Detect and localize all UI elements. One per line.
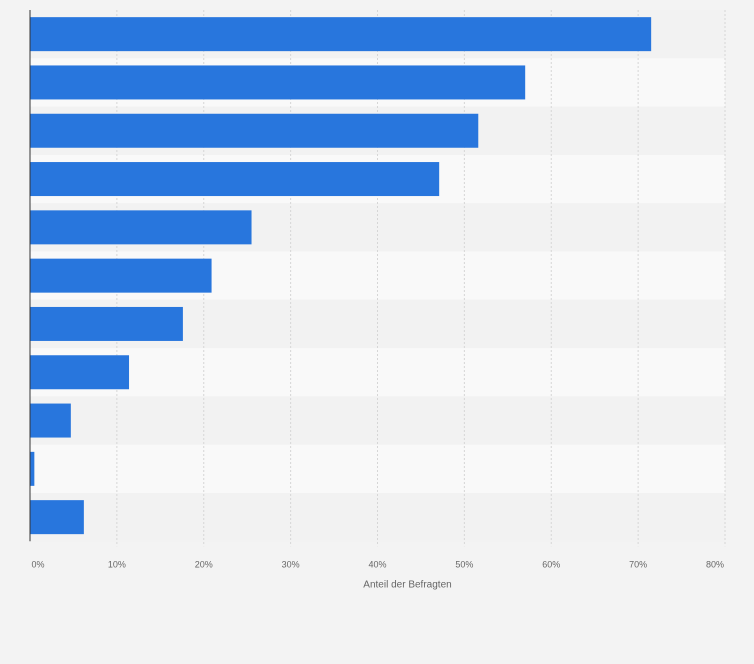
- x-tick-label: 0%: [31, 559, 44, 569]
- bar[interactable]: [30, 306, 183, 341]
- row-band: [30, 348, 725, 397]
- x-tick-label: 10%: [108, 559, 126, 569]
- bar[interactable]: [30, 258, 212, 293]
- bar[interactable]: [30, 17, 652, 52]
- bar[interactable]: [30, 500, 84, 535]
- x-tick-label: 70%: [629, 559, 647, 569]
- bar[interactable]: [30, 451, 35, 486]
- x-tick-label: 80%: [706, 559, 724, 569]
- x-axis-label: Anteil der Befragten: [363, 579, 451, 590]
- bars-group: [30, 17, 652, 535]
- bar[interactable]: [30, 210, 252, 245]
- bar[interactable]: [30, 403, 71, 438]
- row-band: [30, 396, 725, 445]
- row-band: [30, 444, 725, 493]
- bar[interactable]: [30, 162, 440, 197]
- bar[interactable]: [30, 65, 526, 100]
- x-tick-label: 60%: [542, 559, 560, 569]
- x-tick-label: 50%: [455, 559, 473, 569]
- x-tick-label: 20%: [195, 559, 213, 569]
- bar[interactable]: [30, 355, 130, 390]
- bar[interactable]: [30, 113, 479, 148]
- row-band: [30, 493, 725, 542]
- x-tick-label: 30%: [282, 559, 300, 569]
- x-tick-label: 40%: [368, 559, 386, 569]
- x-tick-labels: 0% 10% 20% 30% 40% 50% 60% 70% 80%: [31, 559, 724, 569]
